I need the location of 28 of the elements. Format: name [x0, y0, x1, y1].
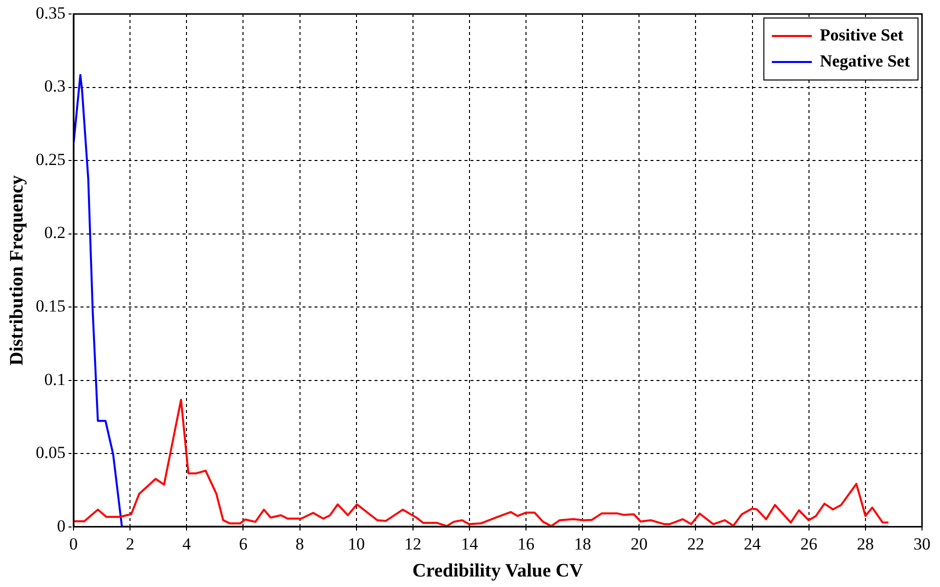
x-axis-title: Credibility Value CV — [412, 560, 584, 582]
y-tick-label: 0 — [57, 516, 66, 536]
y-tick-label: 0.1 — [44, 370, 66, 389]
y-tick-label: 0.35 — [36, 3, 66, 22]
y-tick-label: 0.2 — [44, 223, 66, 242]
x-tick-label: 30 — [914, 534, 930, 554]
x-tick-label: 12 — [404, 534, 422, 554]
legend-label: Positive Set — [820, 25, 904, 44]
x-tick-label: 18 — [574, 534, 592, 554]
y-axis-title: Distribution Frequency — [6, 174, 28, 366]
x-tick-label: 4 — [182, 534, 192, 554]
x-tick-label: 26 — [800, 534, 818, 554]
x-tick-label: 28 — [856, 534, 874, 554]
x-tick-label: 20 — [630, 534, 648, 554]
x-tick-label: 14 — [460, 534, 478, 554]
x-tick-label: 22 — [687, 534, 704, 554]
x-tick-label: 24 — [744, 534, 762, 554]
y-tick-label: 0.15 — [36, 296, 66, 316]
y-tick-label: 0.25 — [36, 150, 66, 169]
x-tick-label: 6 — [238, 534, 248, 554]
y-tick-label: 0.3 — [44, 76, 66, 96]
y-tick-label: 0.05 — [36, 443, 66, 462]
x-tick-label: 16 — [518, 534, 535, 554]
x-tick-label: 0 — [69, 534, 78, 554]
legend-label: Negative Set — [820, 51, 910, 70]
x-tick-label: 10 — [348, 534, 365, 554]
x-tick-label: 8 — [296, 534, 304, 554]
x-tick-label: 2 — [126, 534, 134, 554]
